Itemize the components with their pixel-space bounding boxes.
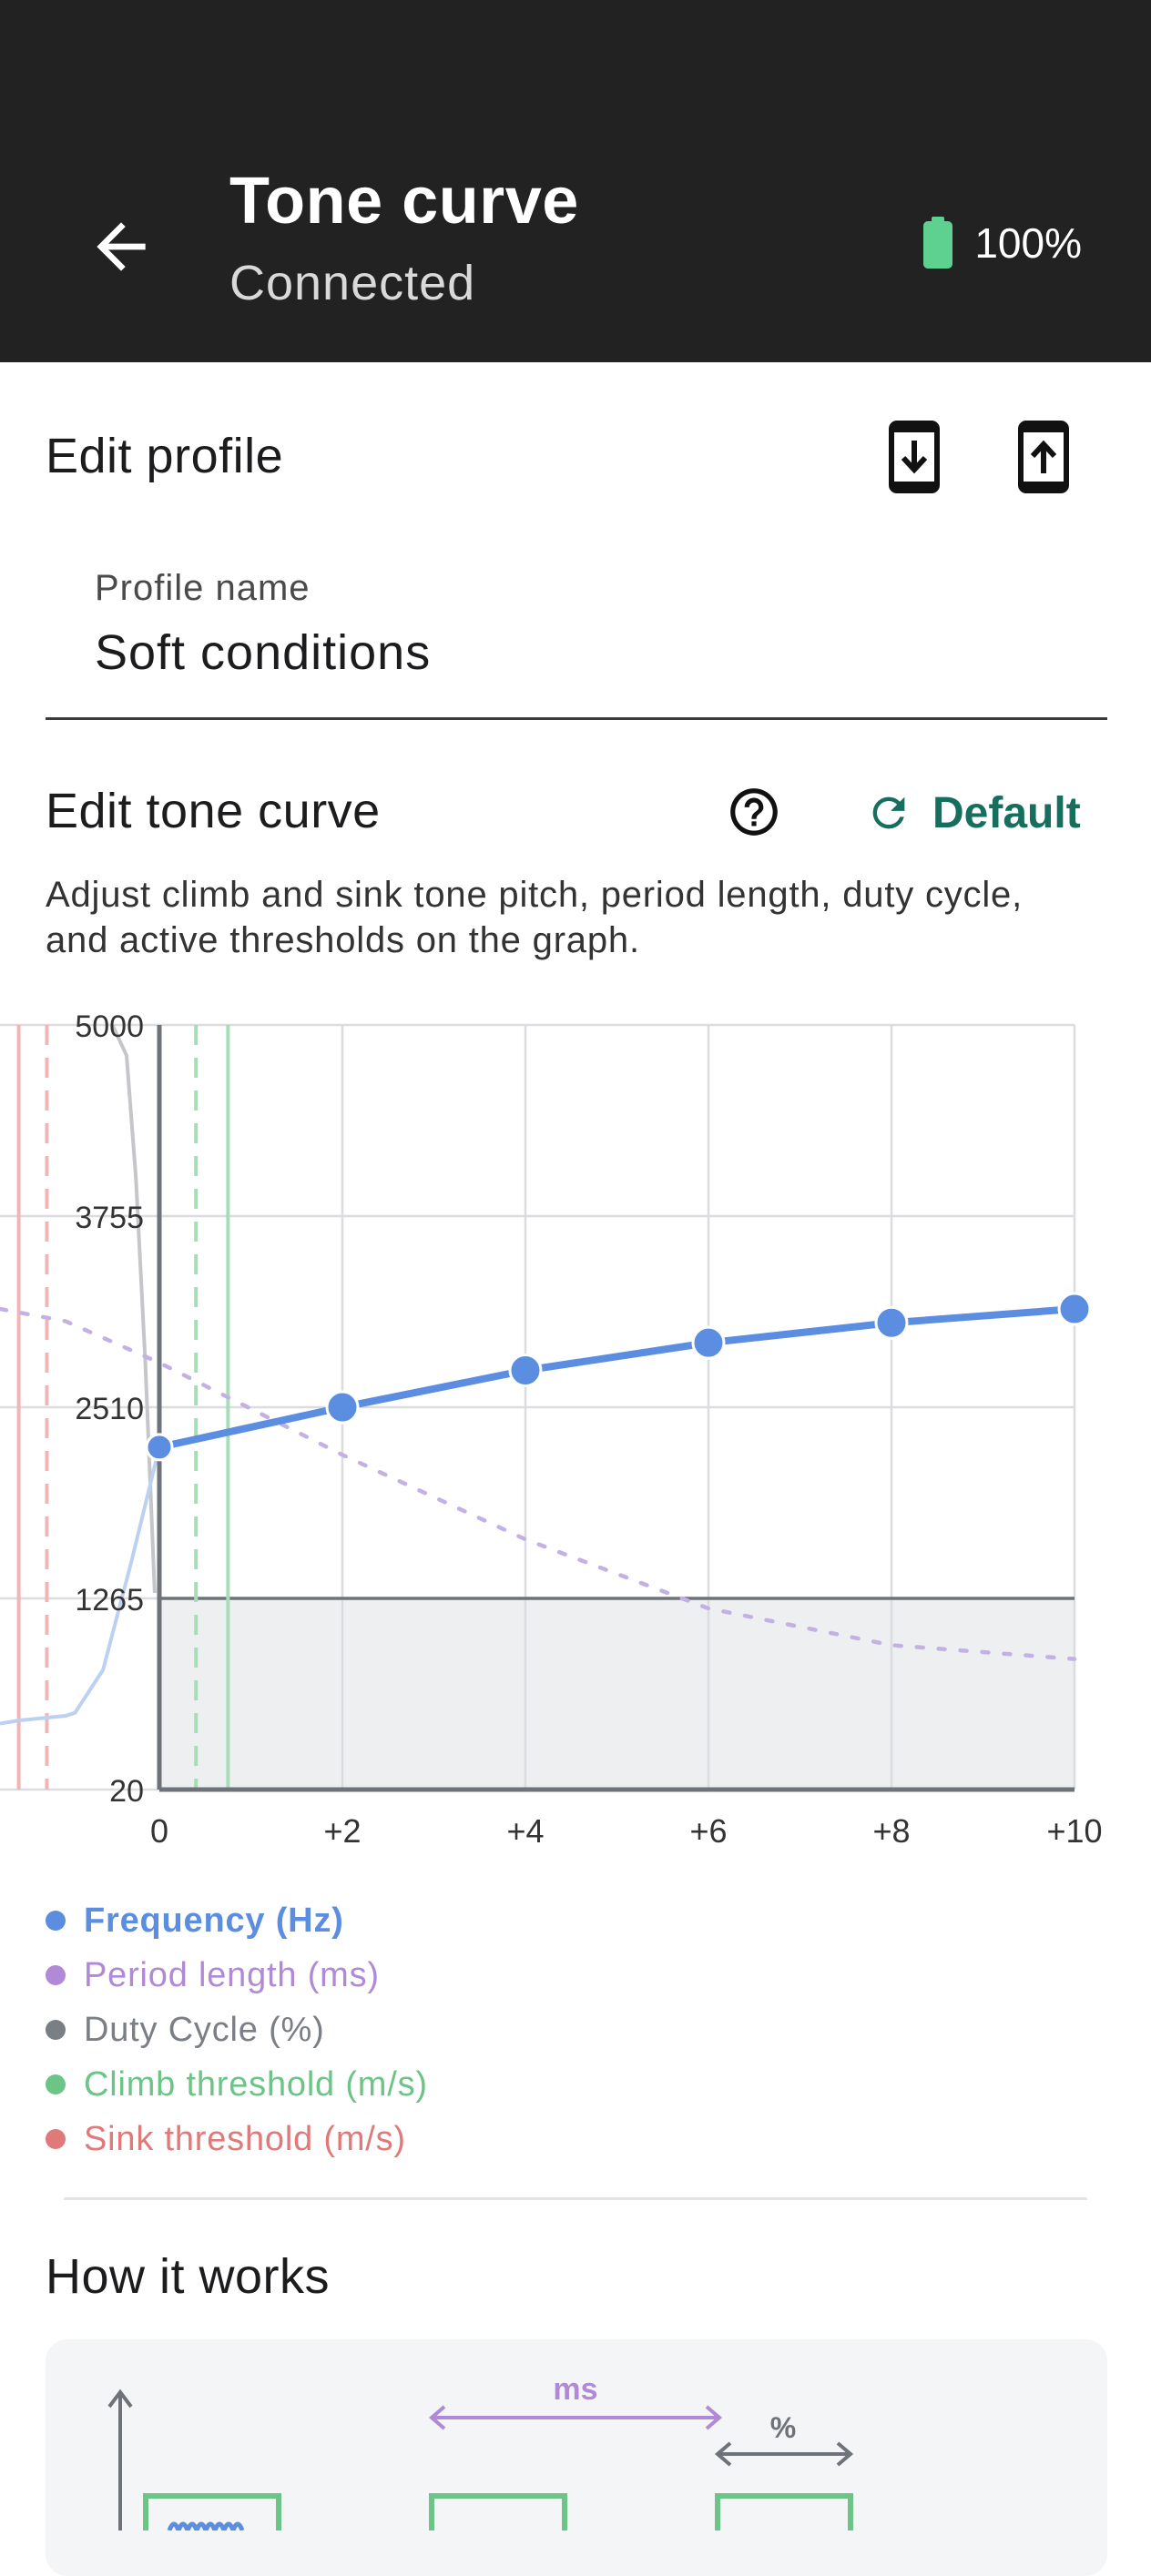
section-divider — [64, 2197, 1087, 2200]
x-tick-label: +2 — [323, 1812, 361, 1850]
diagram-tone-pulse-3 — [715, 2493, 853, 2553]
frequency-point[interactable] — [508, 1354, 543, 1388]
legend-item[interactable]: Frequency (Hz) — [46, 1893, 428, 1948]
tone-curve-chart[interactable]: 20 1265 2510 3755 5000 0 +2 +4 +6 +8 +10 — [0, 1001, 1151, 1866]
default-button[interactable]: Default — [865, 781, 1081, 845]
legend-item[interactable]: Period length (ms) — [46, 1948, 428, 2003]
legend-label: Climb threshold (m/s) — [84, 2064, 428, 2104]
frequency-point[interactable] — [874, 1305, 909, 1340]
x-tick-label: 0 — [150, 1812, 168, 1850]
legend-label: Frequency (Hz) — [84, 1901, 344, 1940]
default-label: Default — [932, 788, 1081, 837]
tone-curve-description: Adjust climb and sink tone pitch, period… — [46, 875, 1023, 960]
legend-dot — [46, 2129, 66, 2149]
battery-full-icon — [923, 217, 953, 269]
frequency-extension-line — [0, 1446, 161, 1726]
help-circle-icon — [730, 788, 778, 836]
legend-dot — [46, 2074, 66, 2094]
help-button[interactable] — [710, 768, 798, 856]
legend-label: Duty Cycle (%) — [84, 2010, 325, 2049]
frequency-point[interactable] — [325, 1390, 360, 1425]
y-tick-label: 20 — [109, 1774, 144, 1809]
diagram-duty-arrow — [714, 2441, 854, 2467]
frequency-point[interactable] — [691, 1325, 726, 1360]
app-bar: Tone curve Connected 100% — [0, 0, 1151, 362]
export-profile-button[interactable] — [1000, 413, 1087, 501]
chart-legend: Frequency (Hz) Period length (ms) Duty Cyc… — [46, 1893, 428, 2166]
upload-icon — [1018, 421, 1069, 493]
frequency-point[interactable] — [1057, 1292, 1092, 1326]
how-it-works-diagram: ms % — [46, 2339, 1107, 2576]
legend-dot — [46, 1965, 66, 1985]
profile-name-field[interactable]: Profile name Soft conditions — [46, 537, 1107, 720]
profile-name-label: Profile name — [95, 568, 311, 608]
battery-percentage: 100% — [974, 219, 1082, 267]
refresh-icon — [872, 796, 905, 829]
page-title: Tone curve — [229, 165, 579, 238]
frequency-line — [158, 1305, 1075, 1451]
duty-cycle-line — [110, 1024, 157, 1594]
edit-profile-heading: Edit profile — [46, 429, 284, 483]
back-button[interactable] — [82, 208, 160, 286]
import-profile-button[interactable] — [871, 413, 958, 501]
x-tick-label: +10 — [1046, 1812, 1102, 1850]
diagram-tone-wave — [167, 2521, 245, 2538]
diagram-tone-pulse-2 — [429, 2493, 567, 2553]
diagram-percent-label: % — [770, 2411, 796, 2444]
x-tick-label: +6 — [689, 1812, 727, 1850]
sink-zone-shade — [159, 1598, 1075, 1790]
arrow-left-icon — [97, 222, 146, 271]
diagram-period-arrow — [428, 2405, 723, 2430]
diagram-ms-label: ms — [553, 2372, 597, 2407]
legend-label: Period length (ms) — [84, 1955, 380, 1994]
legend-item[interactable]: Sink threshold (m/s) — [46, 2112, 428, 2166]
legend-item[interactable]: Climb threshold (m/s) — [46, 2057, 428, 2112]
connection-status: Connected — [229, 256, 476, 310]
legend-label: Sink threshold (m/s) — [84, 2119, 406, 2158]
download-icon — [889, 421, 940, 493]
frequency-point[interactable] — [145, 1433, 174, 1462]
y-tick-label: 3755 — [75, 1201, 144, 1235]
legend-dot — [46, 2020, 66, 2040]
edit-tone-curve-heading: Edit tone curve — [46, 784, 381, 838]
diagram-axis-arrow — [107, 2388, 133, 2530]
x-tick-label: +8 — [872, 1812, 910, 1850]
profile-name-input[interactable]: Soft conditions — [95, 625, 432, 680]
y-tick-label: 1265 — [75, 1583, 144, 1618]
x-tick-label: +4 — [506, 1812, 544, 1850]
battery-indicator: 100% — [922, 217, 1082, 269]
legend-item[interactable]: Duty Cycle (%) — [46, 2003, 428, 2057]
y-tick-label: 2510 — [75, 1392, 144, 1426]
y-tick-label: 5000 — [75, 1009, 144, 1044]
legend-dot — [46, 1911, 66, 1931]
how-it-works-heading: How it works — [46, 2249, 331, 2304]
